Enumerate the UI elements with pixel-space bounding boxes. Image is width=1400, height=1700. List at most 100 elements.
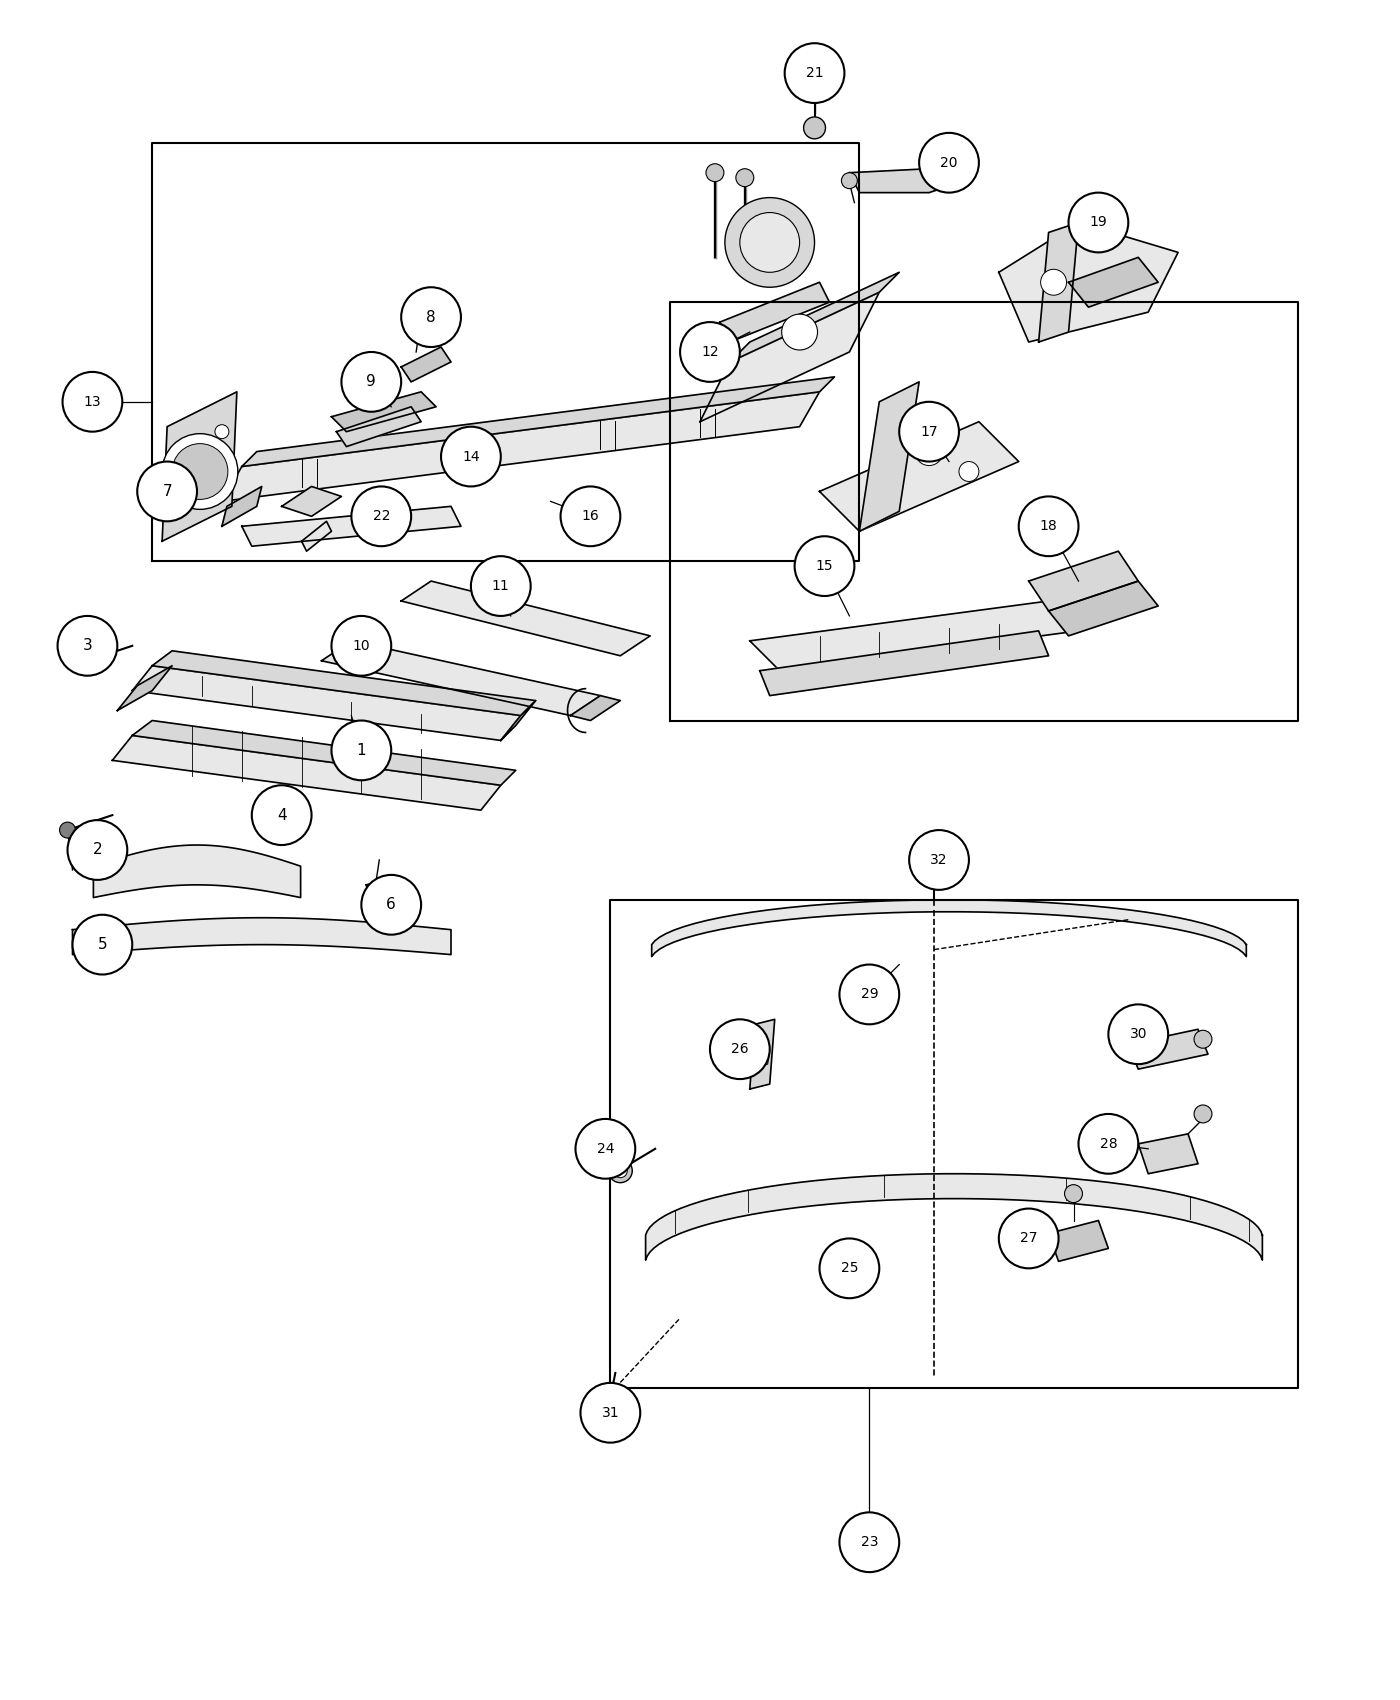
Text: 24: 24 bbox=[596, 1142, 615, 1156]
Polygon shape bbox=[1049, 581, 1158, 636]
Text: 7: 7 bbox=[162, 484, 172, 498]
Polygon shape bbox=[94, 845, 301, 898]
Circle shape bbox=[137, 461, 197, 522]
Circle shape bbox=[841, 173, 857, 189]
Polygon shape bbox=[402, 581, 650, 656]
Polygon shape bbox=[750, 1020, 774, 1090]
Text: 1: 1 bbox=[357, 743, 367, 758]
Circle shape bbox=[361, 876, 421, 935]
Circle shape bbox=[560, 486, 620, 546]
Polygon shape bbox=[367, 881, 391, 910]
Text: 6: 6 bbox=[386, 898, 396, 913]
Circle shape bbox=[1064, 1185, 1082, 1202]
Polygon shape bbox=[819, 422, 1019, 532]
Text: 30: 30 bbox=[1130, 1027, 1147, 1042]
Circle shape bbox=[598, 1391, 623, 1414]
Polygon shape bbox=[162, 391, 237, 541]
Text: 26: 26 bbox=[731, 1042, 749, 1056]
Polygon shape bbox=[322, 641, 601, 716]
Polygon shape bbox=[750, 602, 1078, 672]
Polygon shape bbox=[571, 695, 620, 721]
Text: 3: 3 bbox=[83, 638, 92, 653]
Circle shape bbox=[1078, 1114, 1138, 1173]
Polygon shape bbox=[1049, 1221, 1109, 1261]
Circle shape bbox=[351, 486, 412, 546]
Polygon shape bbox=[752, 1049, 770, 1068]
Polygon shape bbox=[223, 391, 819, 501]
Circle shape bbox=[613, 1164, 627, 1178]
Text: 29: 29 bbox=[861, 988, 878, 1001]
Text: 25: 25 bbox=[840, 1261, 858, 1275]
Polygon shape bbox=[850, 168, 959, 192]
Text: 22: 22 bbox=[372, 510, 391, 524]
Text: 21: 21 bbox=[806, 66, 823, 80]
Circle shape bbox=[725, 197, 815, 287]
Circle shape bbox=[916, 437, 944, 466]
Polygon shape bbox=[132, 721, 515, 785]
Polygon shape bbox=[153, 651, 536, 716]
Polygon shape bbox=[645, 1173, 1263, 1260]
Circle shape bbox=[342, 352, 402, 411]
Text: 32: 32 bbox=[930, 853, 948, 867]
Polygon shape bbox=[651, 899, 1246, 957]
Circle shape bbox=[87, 651, 108, 672]
Polygon shape bbox=[301, 522, 332, 551]
Text: 28: 28 bbox=[1099, 1137, 1117, 1151]
Circle shape bbox=[581, 1382, 640, 1443]
Circle shape bbox=[575, 1119, 636, 1178]
Polygon shape bbox=[112, 736, 501, 811]
Circle shape bbox=[795, 536, 854, 597]
Circle shape bbox=[899, 401, 959, 461]
Text: 27: 27 bbox=[1021, 1231, 1037, 1246]
Circle shape bbox=[927, 864, 941, 877]
Polygon shape bbox=[720, 282, 829, 342]
Text: 9: 9 bbox=[367, 374, 377, 389]
Polygon shape bbox=[1138, 1134, 1198, 1173]
Polygon shape bbox=[760, 631, 1049, 695]
Circle shape bbox=[63, 372, 122, 432]
Polygon shape bbox=[998, 223, 1177, 342]
Polygon shape bbox=[402, 347, 451, 382]
Polygon shape bbox=[860, 382, 920, 532]
Text: 16: 16 bbox=[581, 510, 599, 524]
Polygon shape bbox=[729, 272, 899, 362]
Circle shape bbox=[710, 1020, 770, 1080]
Polygon shape bbox=[242, 377, 834, 466]
Circle shape bbox=[402, 287, 461, 347]
Polygon shape bbox=[332, 391, 435, 432]
Polygon shape bbox=[223, 486, 262, 527]
Circle shape bbox=[470, 556, 531, 615]
Circle shape bbox=[162, 434, 238, 510]
Circle shape bbox=[819, 1239, 879, 1299]
Text: 10: 10 bbox=[353, 639, 370, 653]
Circle shape bbox=[998, 1209, 1058, 1268]
Text: 8: 8 bbox=[426, 309, 435, 325]
Circle shape bbox=[784, 42, 844, 104]
Text: 15: 15 bbox=[816, 559, 833, 573]
Text: 31: 31 bbox=[602, 1406, 619, 1419]
Circle shape bbox=[216, 425, 228, 439]
Circle shape bbox=[1040, 269, 1067, 296]
Circle shape bbox=[739, 212, 799, 272]
Polygon shape bbox=[336, 406, 421, 447]
Circle shape bbox=[172, 444, 228, 500]
Circle shape bbox=[252, 785, 312, 845]
Circle shape bbox=[67, 819, 127, 881]
Text: 2: 2 bbox=[92, 843, 102, 857]
Text: 14: 14 bbox=[462, 449, 480, 464]
Circle shape bbox=[959, 461, 979, 481]
Circle shape bbox=[1194, 1030, 1212, 1049]
Circle shape bbox=[57, 615, 118, 675]
Text: 13: 13 bbox=[84, 394, 101, 408]
Circle shape bbox=[1019, 496, 1078, 556]
Circle shape bbox=[706, 163, 724, 182]
Circle shape bbox=[781, 314, 818, 350]
Circle shape bbox=[923, 858, 946, 882]
Circle shape bbox=[1068, 192, 1128, 252]
Text: 23: 23 bbox=[861, 1535, 878, 1549]
Polygon shape bbox=[242, 507, 461, 546]
Polygon shape bbox=[700, 292, 879, 422]
Polygon shape bbox=[73, 918, 451, 955]
Polygon shape bbox=[118, 666, 172, 711]
Polygon shape bbox=[132, 666, 521, 741]
